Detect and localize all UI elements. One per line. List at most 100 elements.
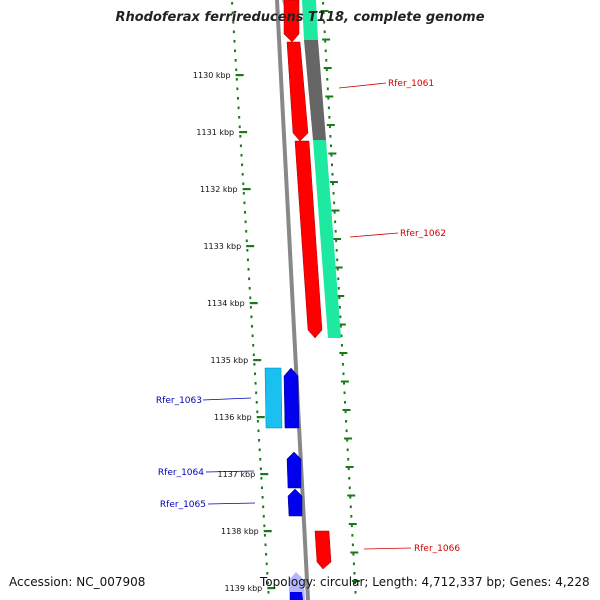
ring-dot bbox=[245, 230, 248, 233]
ring-dot bbox=[352, 562, 355, 566]
ring-dot bbox=[339, 315, 342, 319]
ring-block-green-top bbox=[302, 0, 318, 40]
ring-dot bbox=[258, 439, 261, 442]
major-tick bbox=[235, 74, 244, 77]
tick-label: 1139 kbp bbox=[225, 584, 263, 593]
ring-dot bbox=[249, 296, 252, 300]
ring-dash bbox=[347, 494, 356, 497]
gene-block-blue-1064[interactable] bbox=[286, 451, 302, 489]
gene-block-red-1066[interactable] bbox=[314, 530, 332, 570]
ring-dot bbox=[338, 296, 341, 300]
gene-block-blue-1063b[interactable] bbox=[283, 367, 300, 429]
ring-dash bbox=[329, 181, 338, 183]
leader-rfer-1064 bbox=[205, 470, 255, 473]
gene-block-red-top[interactable] bbox=[283, 0, 300, 43]
ring-dot bbox=[348, 477, 351, 480]
ring-dash bbox=[326, 124, 335, 126]
ring-dot bbox=[235, 68, 238, 72]
ring-dot bbox=[235, 78, 238, 81]
gene-block-lightblue-1063[interactable] bbox=[264, 367, 283, 429]
major-tick bbox=[267, 587, 276, 590]
gene-label-rfer-1064[interactable]: Rfer_1064 bbox=[158, 468, 204, 478]
gene-block-blue-1065[interactable] bbox=[287, 488, 303, 517]
ring-dot bbox=[262, 505, 265, 509]
ring-block-green-main bbox=[313, 140, 341, 338]
gene-label-rfer-1062[interactable]: Rfer_1062 bbox=[400, 229, 446, 239]
ring-dash bbox=[348, 523, 357, 525]
ring-dot bbox=[334, 230, 337, 233]
ring-dot bbox=[346, 448, 349, 452]
major-tick bbox=[246, 245, 255, 248]
ring-dot bbox=[262, 515, 265, 518]
ring-dot bbox=[237, 106, 240, 110]
tick-label: 1138 kbp bbox=[221, 527, 259, 536]
accession-text: Accession: NC_007908 bbox=[9, 575, 146, 589]
gene-label-rfer-1063[interactable]: Rfer_1063 bbox=[156, 396, 202, 406]
tick-label: 1131 kbp bbox=[196, 128, 234, 137]
ring-dot bbox=[341, 363, 344, 366]
ring-dot bbox=[342, 372, 345, 376]
gene-label-rfer-1061[interactable]: Rfer_1061 bbox=[388, 79, 434, 89]
ring-dot bbox=[333, 211, 336, 214]
ring-dot bbox=[328, 116, 331, 119]
ring-dot bbox=[250, 315, 253, 319]
ring-dot bbox=[267, 591, 270, 594]
ring-dot bbox=[331, 173, 334, 176]
leader-rfer-1066 bbox=[363, 547, 412, 550]
ring-dot bbox=[323, 21, 326, 24]
ring-dot bbox=[255, 391, 258, 395]
ring-dot bbox=[332, 192, 335, 195]
leader-rfer-1061 bbox=[338, 82, 387, 89]
tick-label: 1135 kbp bbox=[210, 356, 248, 365]
ring-dot bbox=[245, 239, 248, 243]
major-tick bbox=[260, 473, 269, 476]
ring-dot bbox=[339, 325, 342, 328]
ring-dot bbox=[241, 163, 244, 167]
tick-ring-left bbox=[231, 2, 270, 594]
ring-dot bbox=[248, 287, 251, 290]
ring-dash bbox=[351, 580, 360, 582]
major-tick bbox=[242, 188, 251, 191]
ring-dot bbox=[352, 553, 355, 556]
ring-dot bbox=[328, 125, 331, 129]
ring-dot bbox=[253, 372, 256, 376]
ring-dot bbox=[336, 258, 339, 262]
ring-dot bbox=[335, 249, 338, 252]
ring-dot bbox=[234, 59, 237, 62]
ring-dot bbox=[340, 344, 343, 347]
ring-dot bbox=[338, 306, 341, 309]
ring-dot bbox=[260, 477, 263, 480]
ring-dot bbox=[242, 192, 245, 195]
ring-dot bbox=[326, 78, 329, 81]
ring-dash bbox=[320, 10, 329, 12]
major-tick bbox=[249, 302, 258, 305]
ring-dot bbox=[247, 268, 250, 271]
ring-dot bbox=[263, 524, 266, 528]
tick-label: 1137 kbp bbox=[218, 470, 256, 479]
ring-dash bbox=[334, 266, 343, 269]
gene-block-red-1[interactable] bbox=[286, 41, 309, 142]
genome-title: Rhodoferax ferrireducens T118, complete … bbox=[115, 10, 485, 25]
leader-rfer-1065 bbox=[207, 502, 256, 505]
ring-dot bbox=[242, 182, 245, 186]
ring-dot bbox=[327, 106, 330, 110]
ring-dot bbox=[344, 401, 347, 404]
ring-dot bbox=[241, 173, 244, 176]
ring-dot bbox=[337, 287, 340, 290]
gene-label-rfer-1066[interactable]: Rfer_1066 bbox=[414, 544, 460, 554]
gene-label-rfer-1065[interactable]: Rfer_1065 bbox=[160, 500, 206, 510]
ring-dot bbox=[254, 382, 257, 385]
ring-dot bbox=[346, 439, 349, 442]
leader-rfer-1063 bbox=[202, 397, 252, 401]
ring-dot bbox=[248, 277, 251, 281]
scale-ticks: 1130 kbp 1131 kbp 1132 kbp 1133 kbp 1134 kbp… bbox=[193, 71, 276, 593]
ring-dot bbox=[256, 410, 259, 414]
ring-dot bbox=[252, 344, 255, 347]
gene-block-blue-bottom[interactable] bbox=[290, 592, 303, 600]
gene-block-red-2[interactable] bbox=[294, 140, 323, 339]
tick-ring-right bbox=[320, 2, 360, 594]
ring-dot bbox=[327, 97, 330, 100]
ring-dot bbox=[336, 268, 339, 271]
ring-dot bbox=[236, 87, 239, 91]
